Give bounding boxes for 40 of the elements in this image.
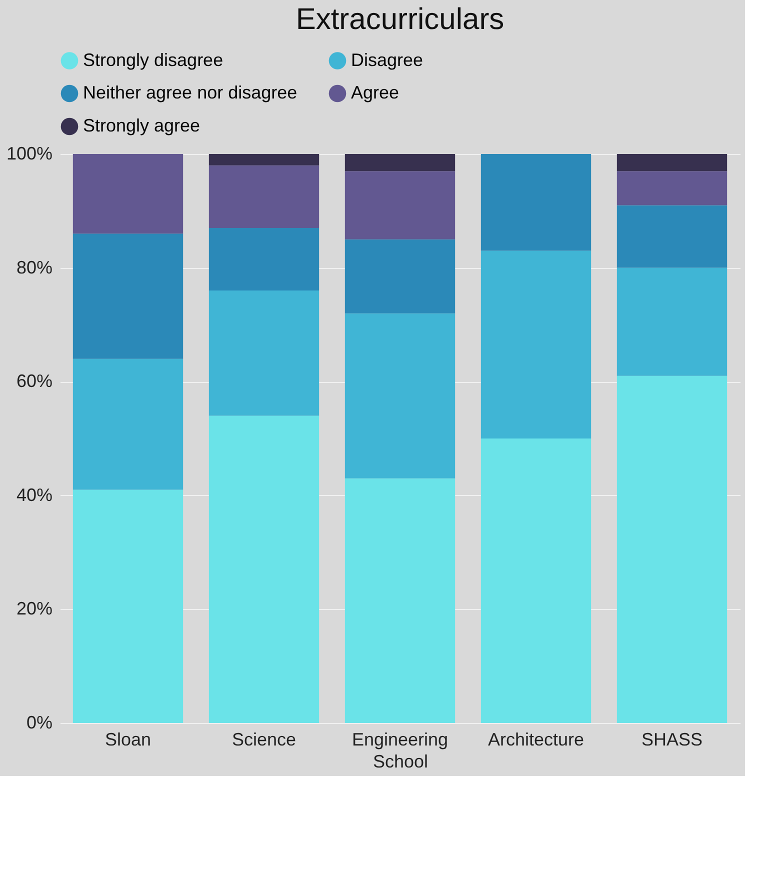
bar [344, 313, 456, 478]
bar [208, 154, 320, 166]
legend-label: Disagree [351, 50, 424, 70]
bar [344, 478, 456, 723]
x-tick-label: SHASS [641, 730, 703, 750]
bar [480, 250, 592, 438]
bar [616, 376, 728, 723]
chart-title: Extracurriculars [296, 3, 504, 36]
bar [208, 228, 320, 291]
legend-label: Strongly disagree [83, 50, 224, 70]
y-tick-label: 60% [16, 371, 52, 392]
x-tick-label: Architecture [488, 730, 584, 750]
bar [616, 171, 728, 206]
y-tick-label: 20% [16, 598, 52, 619]
bar [72, 490, 184, 723]
legend-label: Neither agree nor disagree [83, 82, 298, 102]
y-tick-label: 100% [6, 144, 52, 164]
bar [208, 290, 320, 416]
bar [616, 205, 728, 268]
x-tick-label: Engineering [352, 730, 448, 750]
bar [480, 438, 592, 723]
bar [344, 171, 456, 240]
x-tick-label: Science [232, 730, 296, 750]
bar [480, 154, 592, 251]
y-tick-label: 80% [16, 257, 52, 278]
x-axis-title: School [372, 752, 428, 772]
bar [616, 268, 728, 376]
x-tick-label: Sloan [104, 730, 152, 750]
bar [72, 154, 184, 234]
bar [72, 234, 184, 359]
bar [344, 154, 456, 172]
legend-label: Agree [351, 82, 400, 102]
bar [208, 416, 320, 723]
bar [344, 239, 456, 314]
y-tick-label: 0% [26, 712, 52, 732]
bar [616, 154, 728, 172]
bar [72, 358, 184, 490]
legend-label: Strongly agree [83, 116, 200, 136]
y-tick-label: 40% [16, 484, 52, 505]
bar [208, 165, 320, 228]
